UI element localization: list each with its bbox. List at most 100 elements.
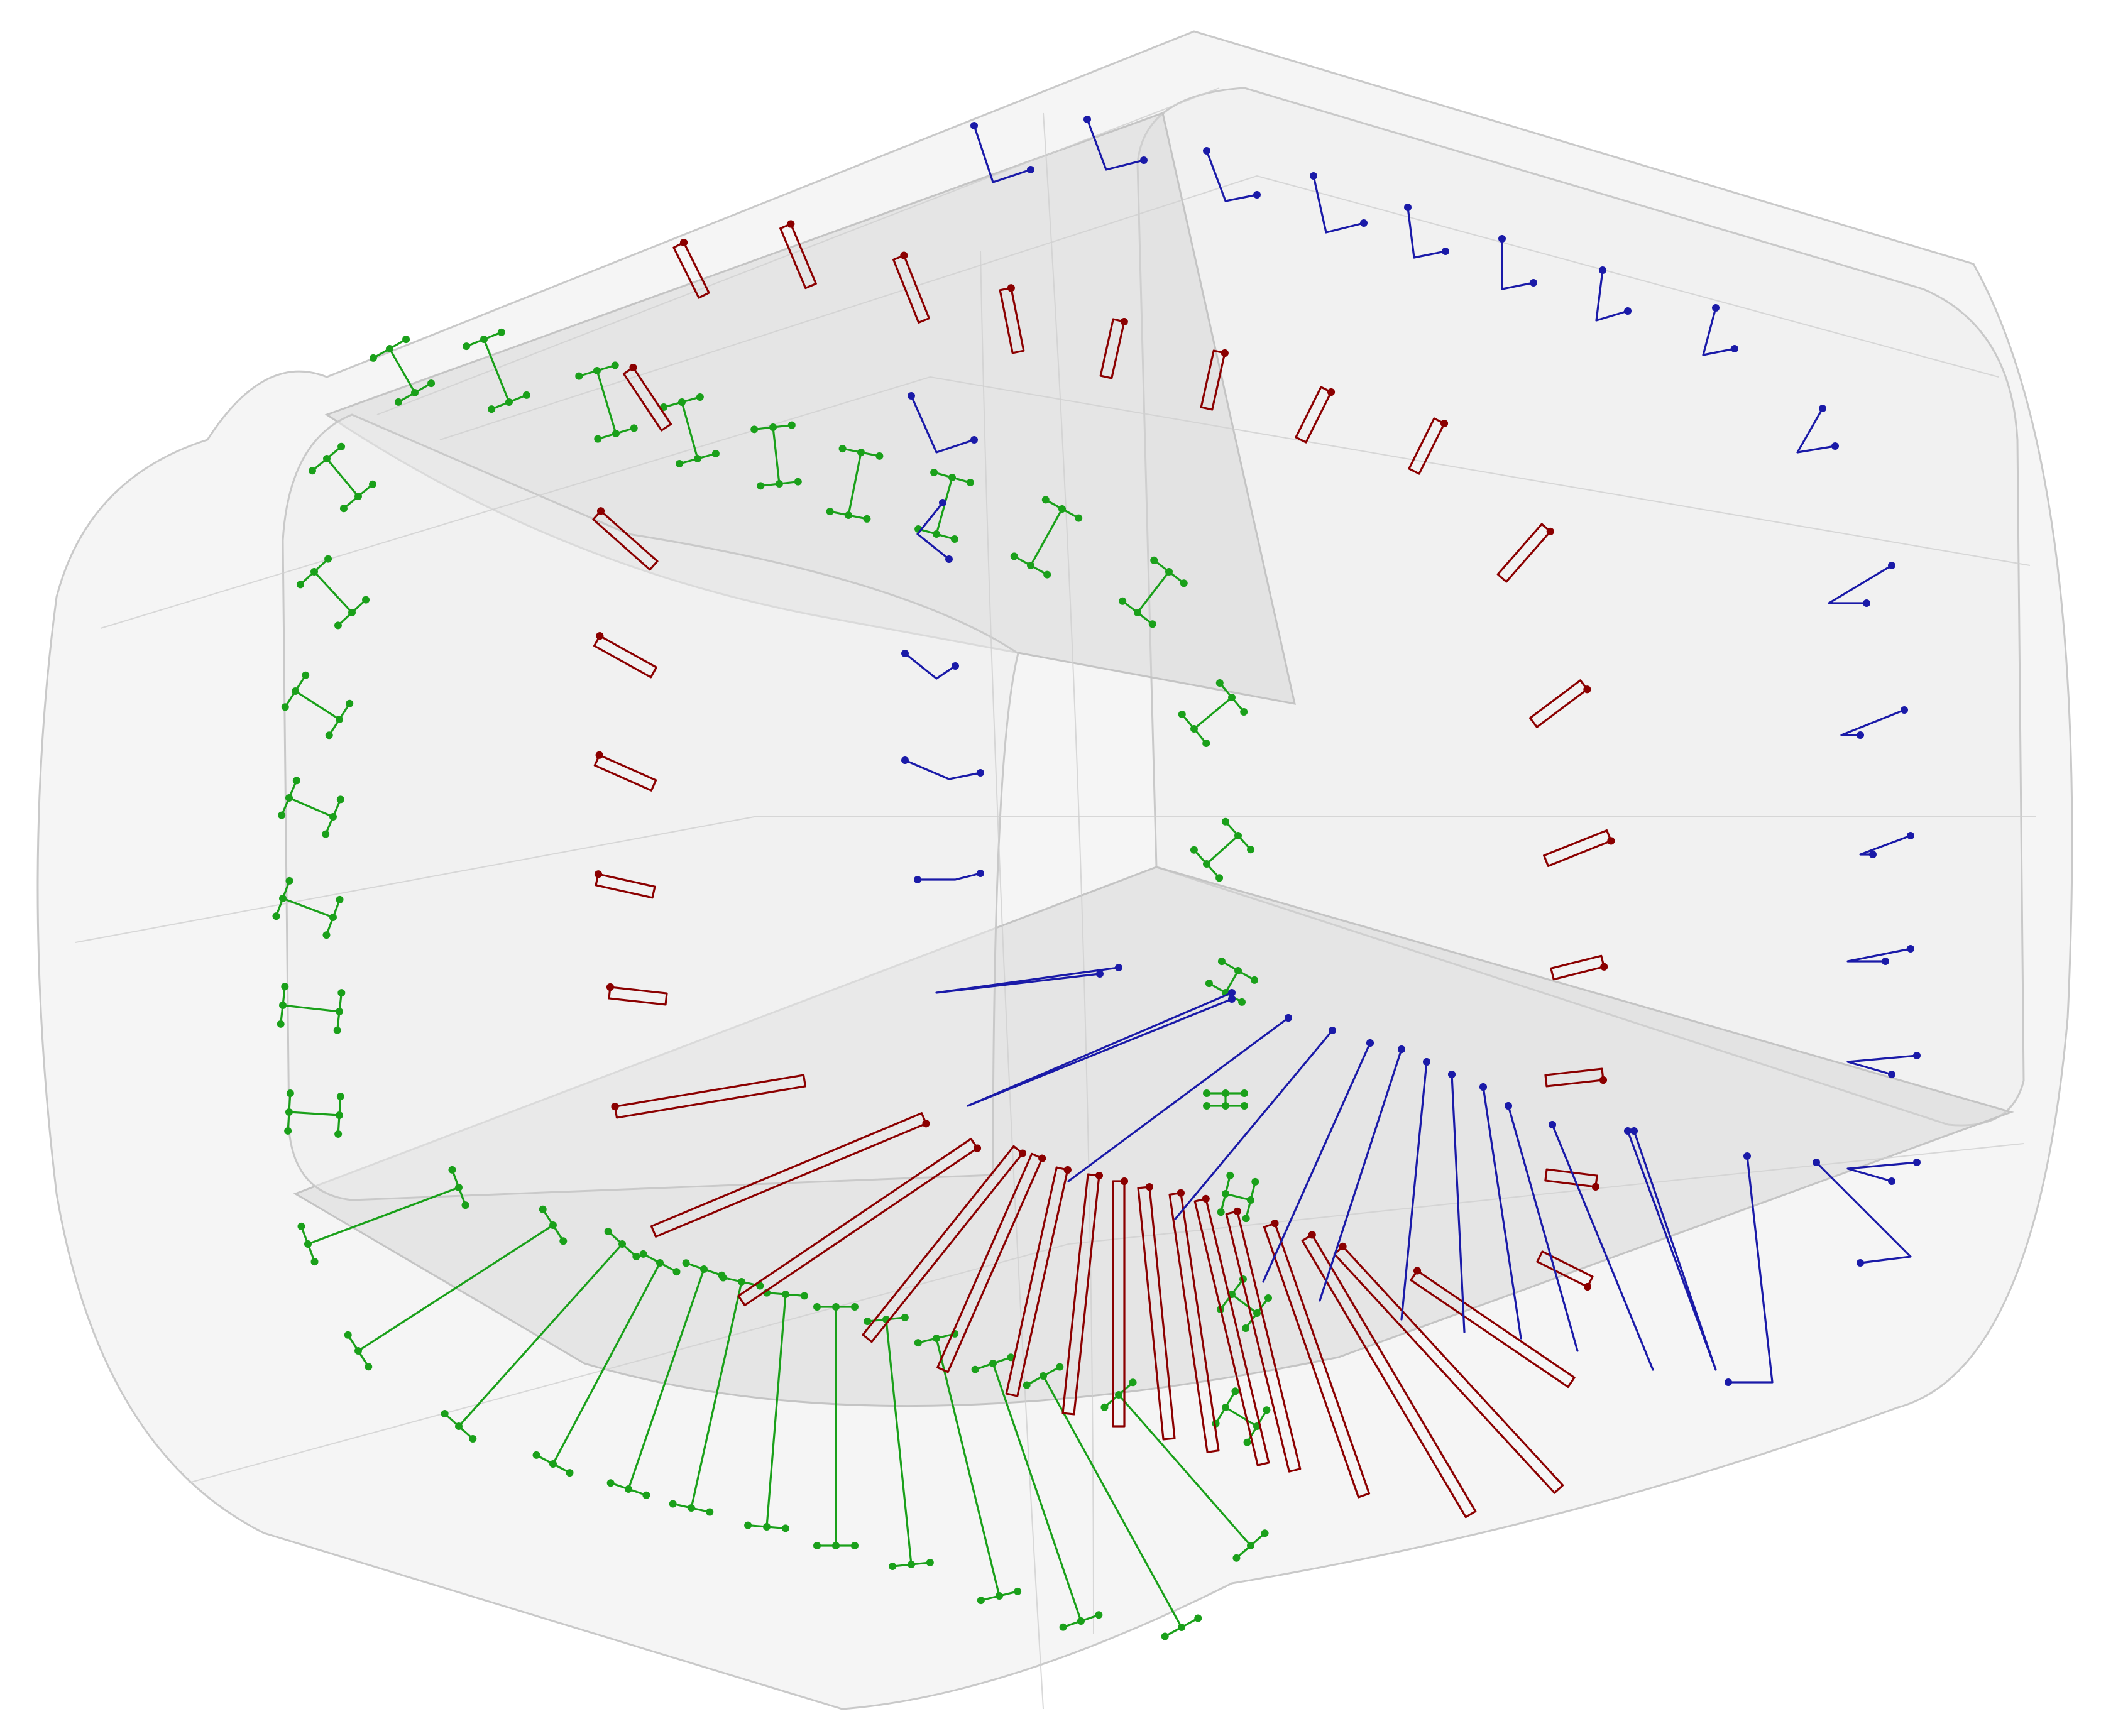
red-glyph-4-end-knot bbox=[1120, 317, 1128, 325]
green-glyph-1-bottom-cap bbox=[491, 394, 527, 410]
green-glyph-22-top-cap bbox=[1215, 1390, 1236, 1424]
blue-glyph-6-end-knot bbox=[1624, 307, 1632, 315]
red-glyph-16-end-knot bbox=[1583, 685, 1591, 694]
green-glyph-34-bottom-cap-end-knot bbox=[1161, 1632, 1169, 1640]
green-glyph-7-stem bbox=[313, 570, 353, 614]
green-glyph-20-bottom-cap bbox=[1245, 1181, 1256, 1219]
red-glyph-7 bbox=[1408, 417, 1445, 475]
blue-glyph-32-end-knot bbox=[1725, 1378, 1732, 1386]
blue-glyph-17-start-knot bbox=[901, 650, 909, 657]
blue-glyph-30 bbox=[1551, 1124, 1654, 1371]
green-glyph-9-bottom-cap bbox=[324, 799, 342, 835]
green-glyph-5-stem bbox=[847, 452, 862, 516]
green-glyph-4-top-cap-start-knot bbox=[787, 421, 796, 429]
green-glyph-33-bottom-cap-start-knot bbox=[1095, 1611, 1103, 1619]
green-glyph-12-bottom-cap bbox=[337, 1096, 342, 1135]
green-glyph-22-bottom-cap-end-knot bbox=[1243, 1438, 1251, 1446]
green-glyph-14-bottom-cap-end-knot bbox=[1010, 552, 1018, 560]
blue-glyph-15 bbox=[910, 395, 975, 454]
green-glyph-9-top-cap-start-knot bbox=[292, 777, 300, 785]
red-glyph-26-end-knot bbox=[1063, 1166, 1072, 1174]
green-glyph-24-top-cap-start-knot bbox=[559, 1237, 568, 1245]
green-glyph-18-top-cap-start-knot bbox=[1251, 976, 1259, 984]
blue-glyph-21-end-knot bbox=[1228, 995, 1236, 1003]
blue-glyph-27 bbox=[1451, 1074, 1466, 1333]
blue-glyph-30-end-knot bbox=[1549, 1121, 1556, 1128]
blue-glyph-3 bbox=[1312, 175, 1364, 234]
green-glyph-6-top-cap bbox=[311, 445, 343, 472]
red-glyph-18-end-knot bbox=[1600, 963, 1608, 971]
blue-glyph-0 bbox=[973, 125, 1031, 183]
green-glyph-29-bottom-cap bbox=[747, 1524, 786, 1530]
blue-glyph-17-end-knot bbox=[952, 662, 959, 670]
green-glyph-20-top-cap bbox=[1220, 1175, 1231, 1213]
green-glyph-6-bottom-cap bbox=[343, 483, 374, 510]
red-glyph-31-end-knot bbox=[1202, 1194, 1210, 1203]
green-glyph-8-bottom-cap-start-knot bbox=[346, 699, 354, 707]
green-glyph-4-top-cap-end-knot bbox=[750, 425, 759, 434]
green-glyph-33-top-cap-start-knot bbox=[1007, 1353, 1015, 1362]
green-glyph-18-bottom-cap bbox=[1209, 982, 1242, 1003]
blue-glyph-0-start-knot bbox=[970, 122, 978, 129]
red-glyph-26 bbox=[1005, 1166, 1069, 1397]
green-glyph-15-top-cap-start-knot bbox=[1180, 579, 1188, 587]
red-glyph-12 bbox=[595, 873, 656, 899]
green-glyph-24-bottom-cap-end-knot bbox=[344, 1331, 352, 1339]
red-glyph-35-end-knot bbox=[1339, 1242, 1347, 1250]
green-glyph-20-bottom-cap-end-knot bbox=[1242, 1215, 1250, 1223]
green-glyph-26-bottom-cap-start-knot bbox=[566, 1469, 574, 1477]
green-glyph-5-top-cap bbox=[842, 447, 880, 457]
red-glyph-13 bbox=[608, 986, 668, 1006]
blue-glyph-13 bbox=[1846, 1054, 1917, 1076]
red-glyph-22 bbox=[650, 1112, 927, 1238]
green-glyph-32-top-cap-end-knot bbox=[914, 1339, 922, 1347]
green-glyph-1-bottom-cap-end-knot bbox=[488, 405, 496, 413]
green-glyph-10-top-cap-start-knot bbox=[285, 876, 293, 885]
green-glyph-17-bottom-cap bbox=[1193, 849, 1221, 879]
green-glyph-26-top-cap bbox=[642, 1253, 677, 1273]
green-glyph-28-bottom-cap-end-knot bbox=[669, 1500, 677, 1508]
green-glyph-27-bottom-cap-start-knot bbox=[642, 1491, 650, 1499]
green-glyph-21-stem bbox=[1231, 1293, 1258, 1314]
blue-glyph-2-start-knot bbox=[1203, 147, 1210, 155]
green-glyph-29-top-cap bbox=[766, 1291, 805, 1297]
blue-glyph-8-end-knot bbox=[1831, 442, 1839, 450]
blue-glyph-19-end-knot bbox=[977, 870, 984, 877]
red-glyph-10 bbox=[593, 635, 657, 679]
red-glyph-32-end-knot bbox=[1233, 1207, 1241, 1215]
green-glyph-9-bottom-cap-start-knot bbox=[336, 795, 344, 804]
green-glyph-35-top-cap-end-knot bbox=[1100, 1403, 1109, 1411]
red-glyph-23 bbox=[737, 1137, 979, 1307]
blue-glyph-22 bbox=[1067, 1017, 1289, 1182]
green-glyph-26-bottom-cap bbox=[535, 1454, 571, 1474]
green-glyph-4-top-cap bbox=[754, 424, 792, 430]
green-glyph-7-bottom-cap-end-knot bbox=[334, 621, 342, 630]
green-glyph-16-bottom-cap-end-knot bbox=[1178, 710, 1186, 718]
green-glyph-6-top-cap-start-knot bbox=[337, 442, 346, 450]
mesh-line-7 bbox=[439, 175, 1999, 440]
green-glyph-29-bottom-cap-end-knot bbox=[744, 1521, 752, 1529]
green-glyph-25-bottom-cap bbox=[444, 1412, 474, 1440]
blue-glyph-5-end-knot bbox=[1530, 279, 1537, 287]
red-glyph-4 bbox=[1099, 318, 1126, 379]
blue-glyph-16-start-knot bbox=[939, 499, 946, 506]
red-glyph-30 bbox=[1168, 1192, 1220, 1453]
red-glyph-29 bbox=[1137, 1186, 1176, 1441]
blue-glyph-9 bbox=[1828, 564, 1892, 604]
mesh-line-4 bbox=[980, 251, 1044, 1710]
green-glyph-series bbox=[272, 328, 1272, 1640]
blue-glyph-28 bbox=[1482, 1086, 1522, 1340]
green-glyph-17-top-cap bbox=[1224, 821, 1252, 851]
green-glyph-28-top-cap-start-knot bbox=[756, 1282, 764, 1290]
red-glyph-20 bbox=[1544, 1168, 1598, 1188]
blue-glyph-9-end-knot bbox=[1863, 599, 1870, 607]
green-glyph-33-top-cap-end-knot bbox=[971, 1365, 979, 1373]
blue-glyph-4 bbox=[1407, 207, 1446, 259]
green-glyph-11-stem bbox=[282, 1004, 340, 1013]
green-glyph-12-stem bbox=[288, 1111, 340, 1116]
red-glyph-29-end-knot bbox=[1145, 1183, 1153, 1191]
green-glyph-14-bottom-cap-start-knot bbox=[1043, 570, 1051, 579]
blue-glyph-21 bbox=[967, 991, 1232, 1107]
green-glyph-29-stem bbox=[765, 1294, 787, 1527]
green-glyph-23-top-cap bbox=[451, 1169, 467, 1206]
